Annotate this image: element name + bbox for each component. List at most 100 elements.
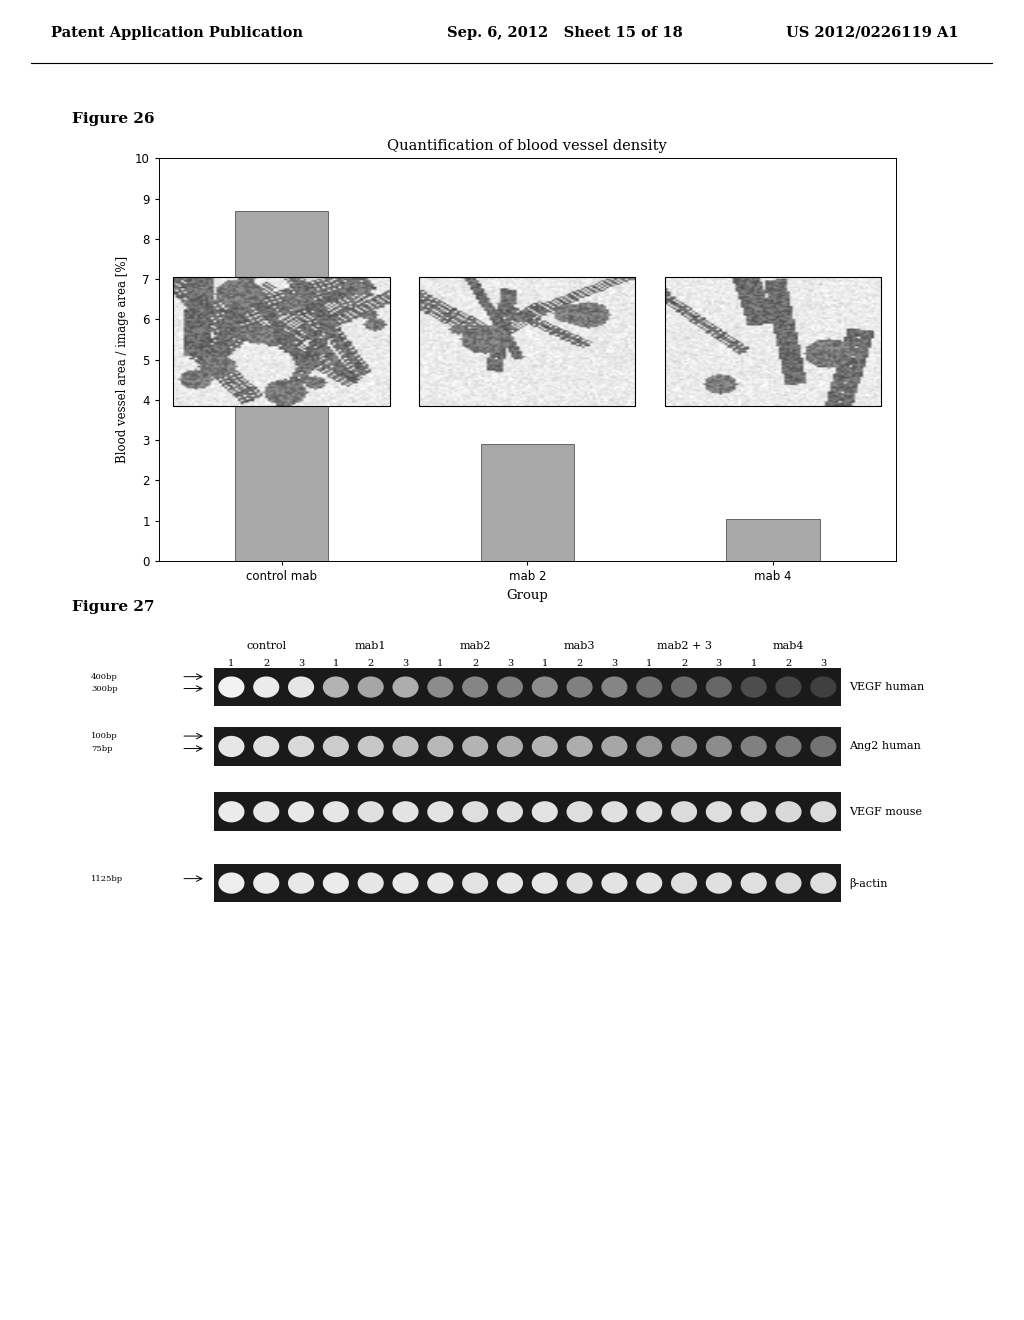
Ellipse shape (253, 801, 280, 822)
Ellipse shape (218, 873, 245, 894)
Ellipse shape (531, 735, 558, 758)
Text: VEGF human: VEGF human (849, 682, 924, 692)
Ellipse shape (497, 676, 523, 698)
Text: 1: 1 (333, 659, 339, 668)
Text: 1125bp: 1125bp (91, 875, 123, 883)
Ellipse shape (706, 676, 732, 698)
Text: β-actin: β-actin (849, 878, 888, 888)
Ellipse shape (810, 735, 837, 758)
Ellipse shape (531, 801, 558, 822)
Text: 3: 3 (716, 659, 722, 668)
Ellipse shape (218, 735, 245, 758)
Ellipse shape (740, 676, 767, 698)
Text: 2: 2 (263, 659, 269, 668)
Ellipse shape (601, 873, 628, 894)
Text: VEGF mouse: VEGF mouse (849, 807, 922, 817)
Text: 400bp: 400bp (91, 673, 118, 681)
Text: 1: 1 (751, 659, 757, 668)
Ellipse shape (323, 735, 349, 758)
Ellipse shape (531, 676, 558, 698)
Ellipse shape (427, 735, 454, 758)
Ellipse shape (601, 735, 628, 758)
Text: Sep. 6, 2012   Sheet 15 of 18: Sep. 6, 2012 Sheet 15 of 18 (446, 26, 683, 40)
Ellipse shape (636, 801, 663, 822)
Y-axis label: Blood vessel area / image area [%]: Blood vessel area / image area [%] (117, 256, 129, 463)
Text: 2: 2 (368, 659, 374, 668)
Bar (214, 863, 841, 903)
Ellipse shape (323, 873, 349, 894)
Ellipse shape (740, 801, 767, 822)
Text: 2: 2 (577, 659, 583, 668)
Ellipse shape (775, 676, 802, 698)
Text: mab4: mab4 (773, 642, 804, 651)
Ellipse shape (288, 801, 314, 822)
Ellipse shape (253, 676, 280, 698)
Ellipse shape (427, 801, 454, 822)
Text: mab3: mab3 (564, 642, 595, 651)
Bar (214, 668, 841, 706)
Bar (480, 445, 574, 561)
Ellipse shape (253, 735, 280, 758)
Ellipse shape (357, 735, 384, 758)
Ellipse shape (497, 873, 523, 894)
Ellipse shape (810, 801, 837, 822)
Ellipse shape (218, 801, 245, 822)
Ellipse shape (706, 801, 732, 822)
Ellipse shape (740, 735, 767, 758)
Ellipse shape (566, 801, 593, 822)
Ellipse shape (253, 873, 280, 894)
Ellipse shape (288, 735, 314, 758)
Text: 1: 1 (646, 659, 652, 668)
Ellipse shape (323, 676, 349, 698)
Text: 2: 2 (681, 659, 687, 668)
Ellipse shape (462, 801, 488, 822)
Ellipse shape (636, 676, 663, 698)
Text: Figure 27: Figure 27 (72, 601, 155, 614)
Bar (214, 792, 841, 832)
Bar (665, 277, 882, 407)
Ellipse shape (601, 676, 628, 698)
Ellipse shape (775, 801, 802, 822)
Ellipse shape (392, 676, 419, 698)
Text: 3: 3 (611, 659, 617, 668)
Text: control: control (246, 642, 287, 651)
Ellipse shape (566, 676, 593, 698)
Ellipse shape (775, 735, 802, 758)
Ellipse shape (706, 873, 732, 894)
Ellipse shape (218, 676, 245, 698)
Ellipse shape (566, 873, 593, 894)
Ellipse shape (775, 873, 802, 894)
Ellipse shape (462, 873, 488, 894)
Text: 1: 1 (228, 659, 234, 668)
Text: 75bp: 75bp (91, 744, 113, 752)
Bar (726, 519, 820, 561)
Bar (173, 277, 390, 407)
Text: 3: 3 (820, 659, 826, 668)
Ellipse shape (671, 676, 697, 698)
Ellipse shape (601, 801, 628, 822)
Ellipse shape (706, 735, 732, 758)
Ellipse shape (497, 801, 523, 822)
Text: US 2012/0226119 A1: US 2012/0226119 A1 (786, 26, 958, 40)
Text: mab2 + 3: mab2 + 3 (656, 642, 712, 651)
Bar (214, 727, 841, 766)
Ellipse shape (357, 873, 384, 894)
Text: 1: 1 (437, 659, 443, 668)
Text: 3: 3 (507, 659, 513, 668)
Ellipse shape (810, 676, 837, 698)
Ellipse shape (323, 801, 349, 822)
Text: mab1: mab1 (355, 642, 386, 651)
Ellipse shape (392, 735, 419, 758)
Ellipse shape (427, 873, 454, 894)
Text: Patent Application Publication: Patent Application Publication (51, 26, 303, 40)
Ellipse shape (462, 676, 488, 698)
Ellipse shape (810, 873, 837, 894)
Ellipse shape (671, 873, 697, 894)
Ellipse shape (427, 676, 454, 698)
Ellipse shape (462, 735, 488, 758)
Ellipse shape (392, 801, 419, 822)
Ellipse shape (531, 873, 558, 894)
Ellipse shape (357, 801, 384, 822)
Ellipse shape (357, 676, 384, 698)
Text: 2: 2 (785, 659, 792, 668)
